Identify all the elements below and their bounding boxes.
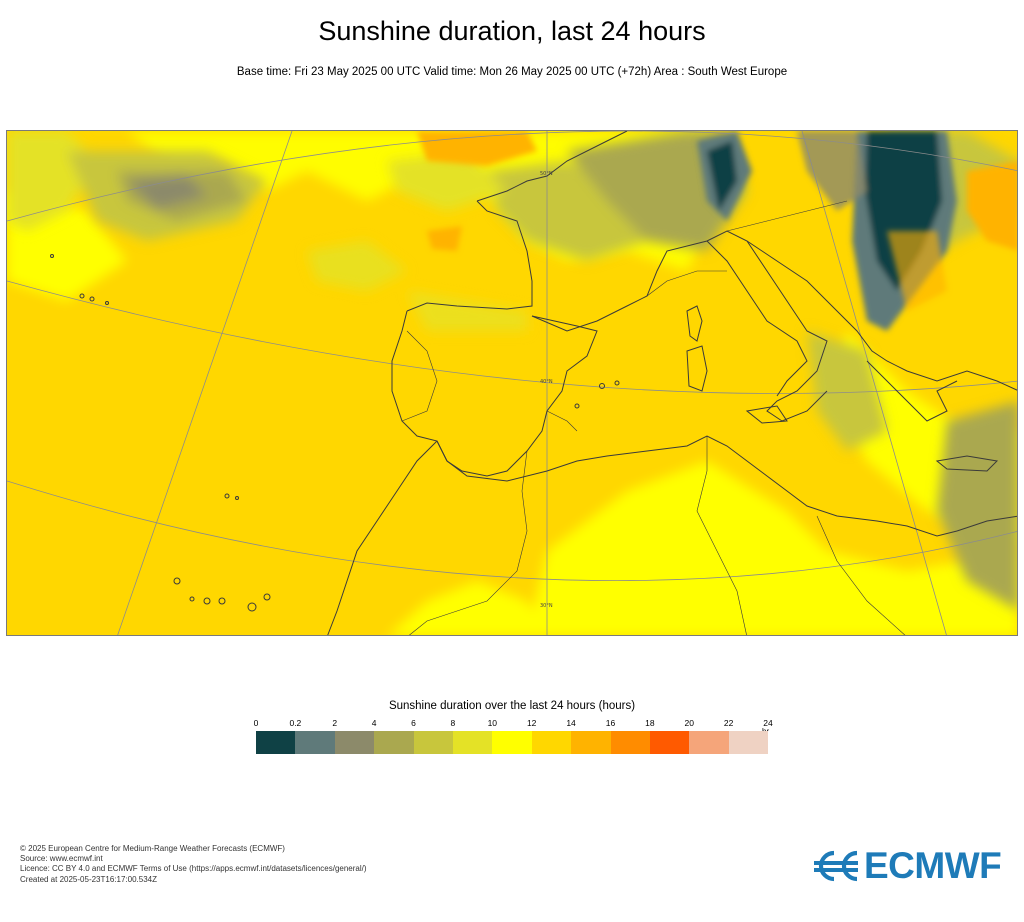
legend-swatch	[256, 731, 296, 754]
chart-subtitle: Base time: Fri 23 May 2025 00 UTC Valid …	[236, 66, 788, 78]
logo-text: ECMWF	[864, 845, 1002, 886]
legend-tick-label: 8	[450, 718, 456, 728]
legend-swatch	[571, 731, 611, 754]
legend-tick-label: 24	[763, 718, 773, 728]
ecmwf-swirl-icon	[814, 850, 858, 882]
legend-swatch	[531, 731, 572, 754]
legend-tick-label: 0.2	[289, 718, 302, 728]
footer-source: Source: www.ecmwf.int	[20, 854, 103, 864]
legend-swatch	[689, 731, 729, 754]
legend-tick-label: 22	[723, 718, 734, 728]
legend-swatch	[295, 731, 335, 754]
legend-tick-label: 12	[526, 718, 537, 728]
sunshine-map: 50°N 40°N 30°N	[6, 130, 1018, 636]
ecmwf-logo: ECMWF	[812, 845, 1008, 886]
lat-label-50n: 50°N	[540, 171, 553, 177]
legend-swatch	[649, 731, 690, 754]
lat-label-40n: 40°N	[540, 379, 553, 385]
legend-swatch	[452, 731, 493, 754]
field-14-16h	[417, 131, 1017, 311]
legend-swatch	[334, 731, 375, 754]
legend-tick-label: 20	[684, 718, 694, 728]
legend-tick-label: 16	[605, 718, 616, 728]
footer-licence: Licence: CC BY 4.0 and ECMWF Terms of Us…	[20, 864, 367, 874]
legend-ticks: 0 0.2 2 4 6 8 10 12 14 16 18 20 22 24	[253, 718, 773, 730]
legend-swatch	[374, 731, 414, 754]
legend-tick-label: 4	[371, 718, 377, 728]
footer-credits: © 2025 European Centre for Medium-Range …	[20, 844, 367, 885]
legend-swatch	[492, 731, 532, 754]
coastlines	[50, 131, 1017, 635]
legend-swatch	[413, 731, 453, 754]
legend-colorbar	[256, 731, 769, 754]
legend-tick-label: 2	[332, 718, 338, 728]
legend-tick-label: 18	[645, 718, 655, 728]
legend-swatch	[610, 731, 650, 754]
legend-title: Sunshine duration over the last 24 hours…	[388, 700, 636, 712]
footer-created: Created at 2025-05-23T16:17:00.534Z	[20, 874, 157, 884]
graticule	[7, 131, 1017, 635]
legend-tick-label: 0	[253, 718, 259, 728]
legend-tick-label: 6	[411, 718, 416, 728]
lat-label-30n: 30°N	[540, 603, 553, 609]
legend-tick-label: 10	[487, 718, 498, 728]
legend-tick-label: 14	[566, 718, 576, 728]
footer-copyright: © 2025 European Centre for Medium-Range …	[20, 844, 285, 853]
legend-swatch	[728, 731, 769, 754]
chart-title: Sunshine duration, last 24 hours	[318, 16, 706, 46]
